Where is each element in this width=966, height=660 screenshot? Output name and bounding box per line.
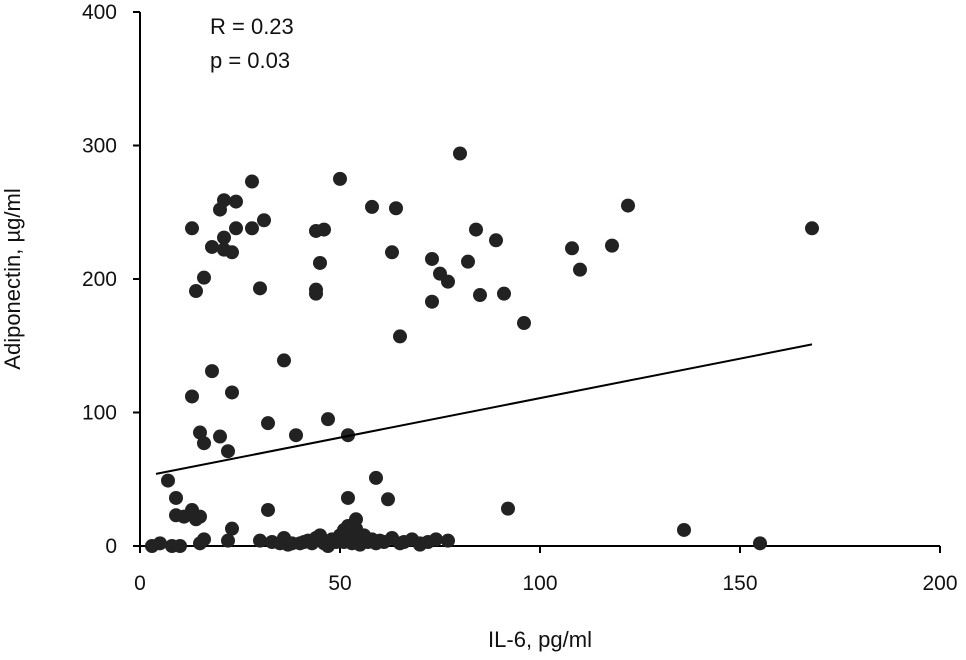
data-point <box>385 245 399 260</box>
data-point <box>369 470 383 485</box>
data-point <box>189 284 203 299</box>
data-point <box>245 174 259 189</box>
data-point <box>333 171 347 186</box>
regression-fit <box>155 343 813 475</box>
data-point <box>605 238 619 253</box>
data-point <box>425 294 439 309</box>
y-tick-label: 300 <box>82 135 117 158</box>
data-point <box>309 286 323 301</box>
data-points <box>145 146 819 553</box>
data-point <box>225 245 239 260</box>
ticks: 0 50 100 150 200 0 100 200 300 400 <box>82 1 958 595</box>
data-point <box>261 416 275 431</box>
x-tick-label: 0 <box>134 572 146 595</box>
data-point <box>453 146 467 161</box>
y-tick-label: 0 <box>105 535 117 558</box>
regression-line <box>155 343 813 475</box>
data-point <box>425 251 439 266</box>
data-point <box>197 270 211 285</box>
annotation-r: R = 0.23 <box>210 14 294 39</box>
data-point <box>461 254 475 269</box>
data-point <box>441 274 455 289</box>
data-point <box>197 436 211 451</box>
data-point <box>517 316 531 331</box>
data-point <box>469 222 483 237</box>
y-axis-title: Adiponectin, µg/ml <box>0 188 25 369</box>
data-point <box>473 288 487 303</box>
x-tick-label: 150 <box>722 572 757 595</box>
data-point <box>205 239 219 254</box>
data-point <box>573 262 587 277</box>
data-point <box>229 221 243 236</box>
data-point <box>341 490 355 505</box>
data-point <box>489 233 503 248</box>
data-point <box>501 501 515 516</box>
data-point <box>161 473 175 488</box>
data-point <box>173 539 187 553</box>
axes <box>139 12 940 547</box>
data-point <box>221 444 235 459</box>
data-point <box>153 536 167 551</box>
data-point <box>257 213 271 228</box>
data-point <box>193 425 207 440</box>
data-point <box>429 532 443 547</box>
data-point <box>229 194 243 209</box>
data-point <box>245 221 259 236</box>
data-point <box>317 222 331 237</box>
x-tick-label: 200 <box>922 572 957 595</box>
data-point <box>365 199 379 214</box>
data-point <box>497 286 511 301</box>
data-point <box>197 532 211 547</box>
annotation-p: p = 0.03 <box>210 48 290 73</box>
data-point <box>193 509 207 524</box>
data-point <box>677 522 691 537</box>
x-axis-title: IL-6, pg/ml <box>488 627 592 652</box>
data-point <box>169 490 183 505</box>
data-point <box>289 428 303 443</box>
data-point <box>393 329 407 344</box>
data-point <box>261 502 275 517</box>
data-point <box>217 230 231 245</box>
data-point <box>277 353 291 368</box>
data-point <box>213 429 227 444</box>
data-point <box>185 389 199 404</box>
data-point <box>253 281 267 296</box>
y-tick-label: 400 <box>82 1 117 24</box>
data-point <box>805 221 819 236</box>
data-point <box>565 241 579 256</box>
data-point <box>221 533 235 548</box>
y-tick-label: 200 <box>82 268 117 291</box>
x-tick-label: 100 <box>522 572 557 595</box>
y-tick-label: 100 <box>82 402 117 425</box>
data-point <box>253 533 267 548</box>
data-point <box>389 201 403 216</box>
data-point <box>321 412 335 427</box>
data-point <box>225 521 239 536</box>
data-point <box>313 255 327 270</box>
data-point <box>441 533 455 548</box>
data-point <box>185 221 199 236</box>
data-point <box>217 193 231 208</box>
data-point <box>381 492 395 507</box>
data-point <box>753 536 767 551</box>
x-tick-label: 50 <box>328 572 351 595</box>
data-point <box>225 385 239 400</box>
data-point <box>205 364 219 379</box>
data-point <box>621 198 635 213</box>
